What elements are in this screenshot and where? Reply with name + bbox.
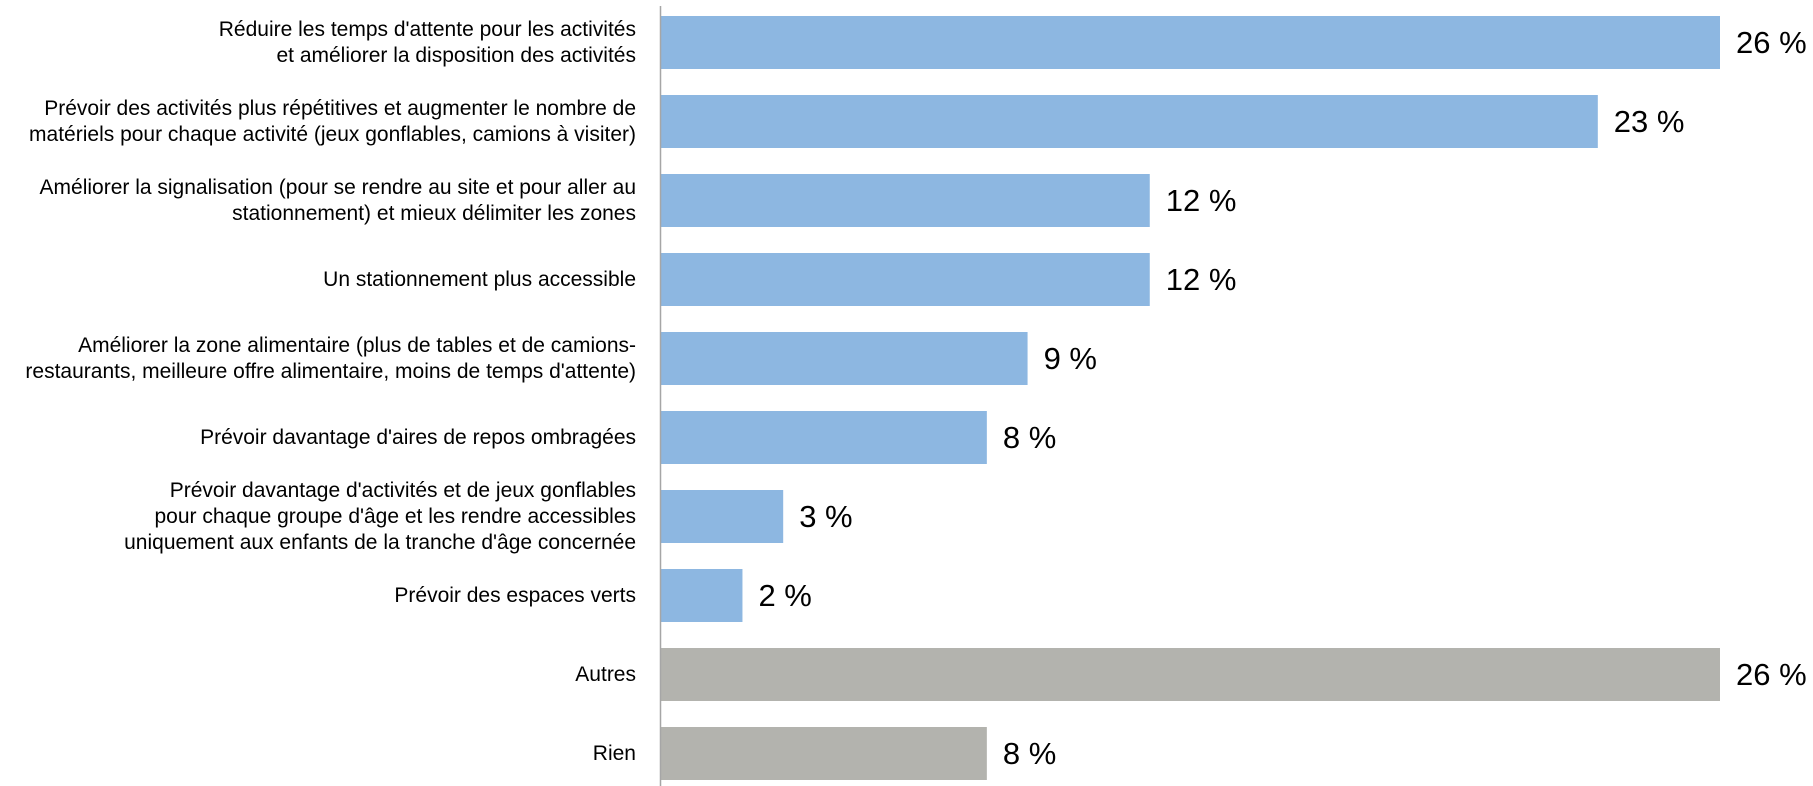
category-label-line: Prévoir davantage d'aires de repos ombra… bbox=[200, 426, 636, 449]
category-labels-group: Réduire les temps d'attente pour les act… bbox=[25, 18, 636, 765]
bar-10 bbox=[661, 727, 987, 780]
category-label-1: Réduire les temps d'attente pour les act… bbox=[219, 18, 636, 67]
bar-8 bbox=[661, 569, 743, 622]
bar-7 bbox=[661, 490, 784, 543]
category-label-line: Prévoir davantage d'activités et de jeux… bbox=[170, 479, 636, 502]
category-label-line: Améliorer la zone alimentaire (plus de t… bbox=[78, 334, 636, 357]
category-label-8: Prévoir des espaces verts bbox=[394, 584, 636, 607]
bar-9 bbox=[661, 648, 1720, 701]
bar-3 bbox=[661, 174, 1150, 227]
category-label-line: stationnement) et mieux délimiter les zo… bbox=[232, 202, 636, 225]
value-label-4: 12 % bbox=[1166, 262, 1237, 297]
bar-4 bbox=[661, 253, 1150, 306]
value-label-7: 3 % bbox=[799, 499, 852, 534]
value-label-2: 23 % bbox=[1614, 104, 1685, 139]
value-label-9: 26 % bbox=[1736, 657, 1807, 692]
value-labels-group: 26 % 23 % 12 % 12 % 9 % 8 % 3 % 2 % 26 % 8 % bbox=[758, 25, 1806, 771]
category-label-line: matériels pour chaque activité (jeux gon… bbox=[29, 123, 636, 146]
category-label-9: Autres bbox=[575, 663, 636, 686]
category-label-line: Prévoir des espaces verts bbox=[394, 584, 636, 607]
category-label-line: Autres bbox=[575, 663, 636, 686]
bar-6 bbox=[661, 411, 987, 464]
category-label-line: Un stationnement plus accessible bbox=[323, 268, 636, 291]
category-label-2: Prévoir des activités plus répétitives e… bbox=[29, 97, 636, 146]
value-label-5: 9 % bbox=[1044, 341, 1097, 376]
category-label-line: pour chaque groupe d'âge et les rendre a… bbox=[155, 505, 637, 528]
value-label-1: 26 % bbox=[1736, 25, 1807, 60]
category-label-line: uniquement aux enfants de la tranche d'â… bbox=[124, 531, 636, 554]
category-label-line: restaurants, meilleure offre alimentaire… bbox=[25, 360, 636, 383]
bar-5 bbox=[661, 332, 1028, 385]
value-label-8: 2 % bbox=[758, 578, 811, 613]
category-label-7: Prévoir davantage d'activités et de jeux… bbox=[124, 479, 636, 554]
category-label-4: Un stationnement plus accessible bbox=[323, 268, 636, 291]
value-label-3: 12 % bbox=[1166, 183, 1237, 218]
value-label-10: 8 % bbox=[1003, 736, 1056, 771]
value-label-6: 8 % bbox=[1003, 420, 1056, 455]
bar-1 bbox=[661, 16, 1720, 69]
bar-2 bbox=[661, 95, 1598, 148]
category-label-line: Rien bbox=[593, 742, 636, 765]
category-label-line: Améliorer la signalisation (pour se rend… bbox=[40, 176, 636, 199]
category-label-10: Rien bbox=[593, 742, 636, 765]
category-label-6: Prévoir davantage d'aires de repos ombra… bbox=[200, 426, 636, 449]
category-label-5: Améliorer la zone alimentaire (plus de t… bbox=[25, 334, 636, 383]
bars-group bbox=[661, 16, 1720, 780]
category-label-line: Prévoir des activités plus répétitives e… bbox=[44, 97, 636, 120]
category-label-3: Améliorer la signalisation (pour se rend… bbox=[40, 176, 636, 225]
category-label-line: et améliorer la disposition des activité… bbox=[276, 44, 636, 67]
category-label-line: Réduire les temps d'attente pour les act… bbox=[219, 18, 636, 41]
